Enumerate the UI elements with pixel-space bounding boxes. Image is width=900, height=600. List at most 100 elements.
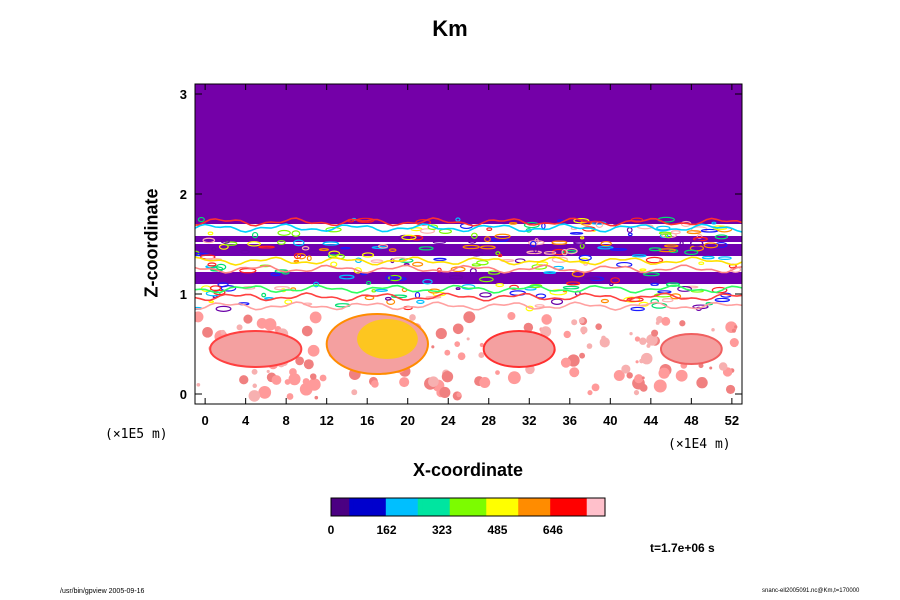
speckle <box>711 327 715 332</box>
speckle <box>428 376 439 387</box>
contour-mark <box>534 237 539 244</box>
speckle <box>634 374 644 384</box>
speckle <box>271 375 282 385</box>
speckle <box>258 385 272 399</box>
colorbar-cell <box>554 498 560 516</box>
contour-mark <box>479 245 496 250</box>
contour-mark <box>487 270 501 275</box>
contour-mark <box>689 240 704 247</box>
footer-left: /usr/bin/gpview 2005-09-16 <box>60 588 145 595</box>
speckle <box>439 386 451 398</box>
speckle <box>289 368 297 376</box>
region-upper <box>195 84 742 226</box>
contour-line <box>195 284 742 294</box>
speckle <box>286 393 294 400</box>
speckle <box>580 326 588 334</box>
contour-mark <box>612 221 618 225</box>
speckle <box>591 383 600 392</box>
contour-mark <box>296 253 307 260</box>
x-tick-label: 4 <box>242 413 250 428</box>
speckle <box>595 323 602 330</box>
speckle <box>578 317 585 324</box>
contour-mark <box>565 247 578 255</box>
speckle <box>202 326 213 338</box>
contour-mark <box>261 292 267 298</box>
colorbar-tick-label: 646 <box>543 523 563 537</box>
colorbar-cell <box>385 498 391 516</box>
speckle <box>633 390 640 396</box>
contour-mark <box>469 251 484 257</box>
speckle <box>639 337 647 345</box>
colorbar-tick-label: 0 <box>328 523 335 537</box>
speckle <box>727 324 733 330</box>
contour-mark <box>486 227 493 231</box>
speckle <box>302 378 310 386</box>
contour-mark <box>211 246 217 252</box>
contour-mark <box>494 233 511 240</box>
colorbar-cell <box>495 498 501 516</box>
colorbar-cell <box>445 498 451 516</box>
contour-mark <box>684 249 699 256</box>
colorbar-cell <box>531 498 538 516</box>
speckle <box>456 392 462 398</box>
colorbar-cell <box>477 498 483 516</box>
contour-mark <box>670 293 682 300</box>
contour-mark <box>215 305 232 312</box>
contour-mark <box>705 302 714 306</box>
contour-mark <box>274 286 290 291</box>
colorbar-cell <box>372 498 378 516</box>
x-tick-label: 28 <box>482 413 496 428</box>
speckle <box>541 314 552 325</box>
contour-mark <box>718 256 732 261</box>
contour-mark <box>207 262 217 267</box>
contour-mark <box>661 297 674 303</box>
speckle <box>569 367 580 378</box>
colorbar-cell <box>394 498 401 516</box>
contour-mark <box>711 221 717 225</box>
contour-mark <box>301 245 310 251</box>
speckle <box>640 352 653 365</box>
hot-core <box>357 319 418 359</box>
colorbar-cell <box>550 498 556 516</box>
y-tick-label: 3 <box>180 87 187 102</box>
speckle <box>641 376 645 380</box>
contour-mark <box>293 239 305 247</box>
colorbar-cell <box>586 498 592 516</box>
contour-mark <box>508 221 518 225</box>
heatmap-field <box>195 84 742 404</box>
contour-mark <box>497 253 503 258</box>
colorbar-cell <box>431 498 437 516</box>
contour-mark <box>642 272 660 277</box>
contour-mark <box>240 249 250 255</box>
speckle <box>560 357 571 368</box>
contour-mark <box>550 298 564 305</box>
contour-mark <box>609 282 614 287</box>
contour-line <box>195 301 742 311</box>
speckle <box>452 323 464 335</box>
colorbar-cell <box>335 498 341 516</box>
contour-line <box>195 223 742 233</box>
contour-mark <box>551 240 568 245</box>
contour-mark <box>701 255 715 260</box>
contour-mark <box>197 216 205 223</box>
contour-mark <box>209 285 222 291</box>
plot-frame <box>194 83 743 405</box>
contour-mark <box>551 256 568 263</box>
contour-mark <box>318 248 330 252</box>
speckle <box>444 349 451 356</box>
colorbar-cell <box>568 498 574 516</box>
contour-mark <box>679 240 684 246</box>
contour-mark <box>664 244 679 248</box>
contour-mark <box>416 299 425 304</box>
contour-mark <box>427 224 439 230</box>
x-axis-label: X-coordinate <box>412 460 524 480</box>
speckle <box>587 390 593 396</box>
contour-mark <box>385 275 393 281</box>
speckle <box>220 329 226 335</box>
contour-mark <box>433 257 447 261</box>
contour-mark <box>627 232 633 237</box>
contour-mark <box>325 226 342 233</box>
colorbar-cell <box>504 498 510 516</box>
contour-mark <box>247 241 261 247</box>
